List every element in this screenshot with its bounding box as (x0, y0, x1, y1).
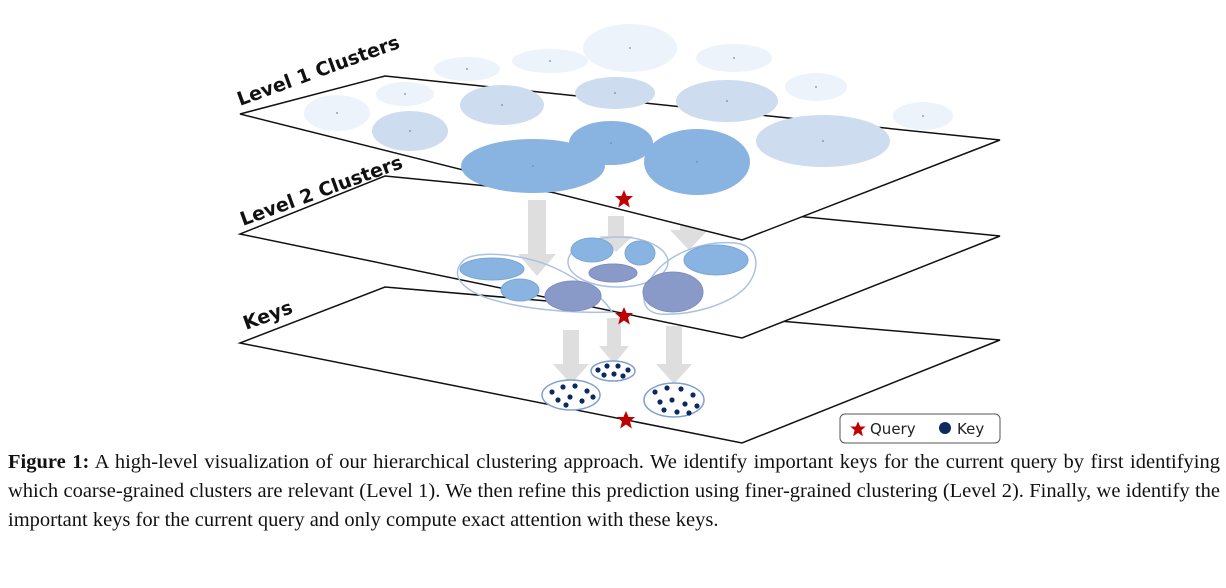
legend-key-label: Key (957, 420, 984, 438)
level2-cluster (624, 240, 656, 266)
caption-label: Figure 1: (8, 451, 90, 473)
key-cluster (541, 379, 601, 411)
level2-cluster (570, 237, 614, 263)
legend: Query Key (839, 413, 1001, 444)
legend-box (839, 413, 1001, 444)
legend-query-label: Query (870, 420, 916, 438)
keys-layer: Keys (237, 286, 1001, 444)
level2-cluster (459, 257, 525, 281)
level2-group-outline (456, 253, 614, 314)
level1-layer: Level 1 Clusters (234, 24, 1001, 241)
arrows-level1-to-level2 (518, 200, 708, 276)
legend-key-dot-icon (939, 422, 951, 434)
cluster-centroid-marks (336, 47, 924, 167)
hierarchical-clustering-diagram: Keys (234, 24, 1001, 444)
level2-cluster (642, 271, 704, 313)
down-arrow (518, 200, 556, 276)
level2-cluster (683, 244, 749, 276)
key-cluster (643, 382, 705, 418)
arrows-level2-to-keys (553, 318, 692, 384)
level2-clusters (459, 237, 749, 313)
down-arrow (656, 326, 692, 384)
down-arrow (599, 318, 629, 364)
level2-group-outline (567, 236, 669, 288)
level2-cluster (544, 280, 602, 312)
level2-cluster (500, 278, 540, 302)
level2-group-outlines (456, 236, 757, 315)
figure-caption: Figure 1: A high-level visualization of … (8, 448, 1220, 535)
down-arrow (599, 216, 633, 252)
key-cluster (590, 360, 636, 382)
level2-group-outline (643, 241, 757, 315)
down-arrow (553, 330, 589, 384)
caption-text: A high-level visualization of our hierar… (8, 451, 1220, 531)
level2-cluster (588, 263, 638, 283)
